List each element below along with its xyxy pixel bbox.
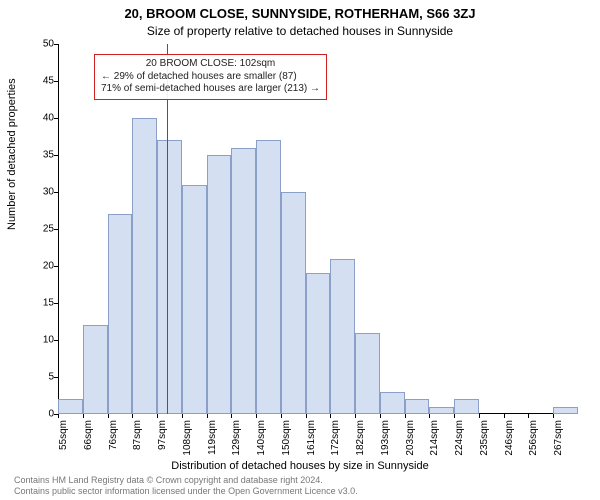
footer-attribution: Contains HM Land Registry data © Crown c… (14, 475, 358, 496)
y-tick-label: 0 (24, 409, 54, 420)
y-tick (54, 44, 58, 45)
x-tick-label: 161sqm (306, 420, 317, 460)
y-tick (54, 118, 58, 119)
y-tick-label: 40 (24, 113, 54, 124)
x-tick-label: 76sqm (108, 420, 119, 460)
x-tick (58, 414, 59, 418)
y-tick-label: 35 (24, 150, 54, 161)
x-tick-label: 267sqm (553, 420, 564, 460)
y-axis-line (58, 44, 59, 414)
y-tick (54, 340, 58, 341)
histogram-bar (108, 214, 133, 414)
histogram-bar (256, 140, 281, 414)
x-tick-label: 235sqm (479, 420, 490, 460)
x-tick-label: 172sqm (330, 420, 341, 460)
x-tick (132, 414, 133, 418)
x-tick (380, 414, 381, 418)
x-tick (454, 414, 455, 418)
histogram-bar (58, 399, 83, 414)
histogram-bar (355, 333, 380, 414)
histogram-bar (405, 399, 430, 414)
y-tick-label: 5 (24, 372, 54, 383)
x-tick (479, 414, 480, 418)
histogram-bar (429, 407, 454, 414)
y-tick (54, 266, 58, 267)
y-tick-label: 10 (24, 335, 54, 346)
y-tick (54, 303, 58, 304)
x-tick-label: 203sqm (405, 420, 416, 460)
plot-area: 20 BROOM CLOSE: 102sqm← 29% of detached … (58, 44, 578, 414)
x-tick-label: 150sqm (281, 420, 292, 460)
property-marker-line (167, 44, 168, 414)
y-tick-label: 25 (24, 224, 54, 235)
histogram-bar (306, 273, 331, 414)
x-tick-label: 119sqm (207, 420, 218, 460)
x-tick-label: 182sqm (355, 420, 366, 460)
annotation-line-3: 71% of semi-detached houses are larger (… (101, 83, 320, 96)
x-tick (429, 414, 430, 418)
histogram-bar (132, 118, 157, 414)
footer-line-1: Contains HM Land Registry data © Crown c… (14, 475, 358, 485)
y-tick (54, 192, 58, 193)
x-tick (355, 414, 356, 418)
y-tick-label: 20 (24, 261, 54, 272)
x-tick (231, 414, 232, 418)
x-tick (83, 414, 84, 418)
histogram-bar (231, 148, 256, 414)
annotation-line-2: ← 29% of detached houses are smaller (87… (101, 71, 320, 84)
histogram-bar (207, 155, 232, 414)
y-tick (54, 377, 58, 378)
x-tick (306, 414, 307, 418)
y-tick-label: 50 (24, 39, 54, 50)
x-tick-label: 246sqm (504, 420, 515, 460)
y-tick-label: 15 (24, 298, 54, 309)
x-tick-label: 66sqm (83, 420, 94, 460)
x-tick-label: 129sqm (231, 420, 242, 460)
x-tick (182, 414, 183, 418)
histogram-bar (83, 325, 108, 414)
x-tick (553, 414, 554, 418)
histogram-bar (281, 192, 306, 414)
x-tick-label: 224sqm (454, 420, 465, 460)
histogram-bar (380, 392, 405, 414)
histogram-bar (454, 399, 479, 414)
y-tick (54, 229, 58, 230)
chart-title-address: 20, BROOM CLOSE, SUNNYSIDE, ROTHERHAM, S… (0, 6, 600, 21)
y-tick-label: 30 (24, 187, 54, 198)
annotation-box: 20 BROOM CLOSE: 102sqm← 29% of detached … (94, 54, 327, 100)
x-axis-label: Distribution of detached houses by size … (0, 460, 600, 472)
y-tick-label: 45 (24, 76, 54, 87)
y-axis-label: Number of detached properties (6, 78, 18, 230)
x-tick-label: 97sqm (157, 420, 168, 460)
y-tick (54, 155, 58, 156)
histogram-bar (330, 259, 355, 414)
x-tick (330, 414, 331, 418)
x-tick-label: 256sqm (528, 420, 539, 460)
x-tick-label: 108sqm (182, 420, 193, 460)
chart-container: 20, BROOM CLOSE, SUNNYSIDE, ROTHERHAM, S… (0, 0, 600, 500)
x-tick (281, 414, 282, 418)
x-tick (504, 414, 505, 418)
x-tick (256, 414, 257, 418)
histogram-bar (157, 140, 182, 414)
x-tick (528, 414, 529, 418)
x-tick-label: 214sqm (429, 420, 440, 460)
histogram-bar (182, 185, 207, 414)
x-tick-label: 55sqm (58, 420, 69, 460)
x-tick-label: 140sqm (256, 420, 267, 460)
y-tick (54, 81, 58, 82)
x-tick-label: 193sqm (380, 420, 391, 460)
x-tick (207, 414, 208, 418)
annotation-line-1: 20 BROOM CLOSE: 102sqm (101, 58, 320, 71)
x-tick (157, 414, 158, 418)
x-tick (405, 414, 406, 418)
chart-title-description: Size of property relative to detached ho… (0, 24, 600, 38)
x-tick (108, 414, 109, 418)
histogram-bar (553, 407, 578, 414)
x-tick-label: 87sqm (132, 420, 143, 460)
footer-line-2: Contains public sector information licen… (14, 486, 358, 496)
